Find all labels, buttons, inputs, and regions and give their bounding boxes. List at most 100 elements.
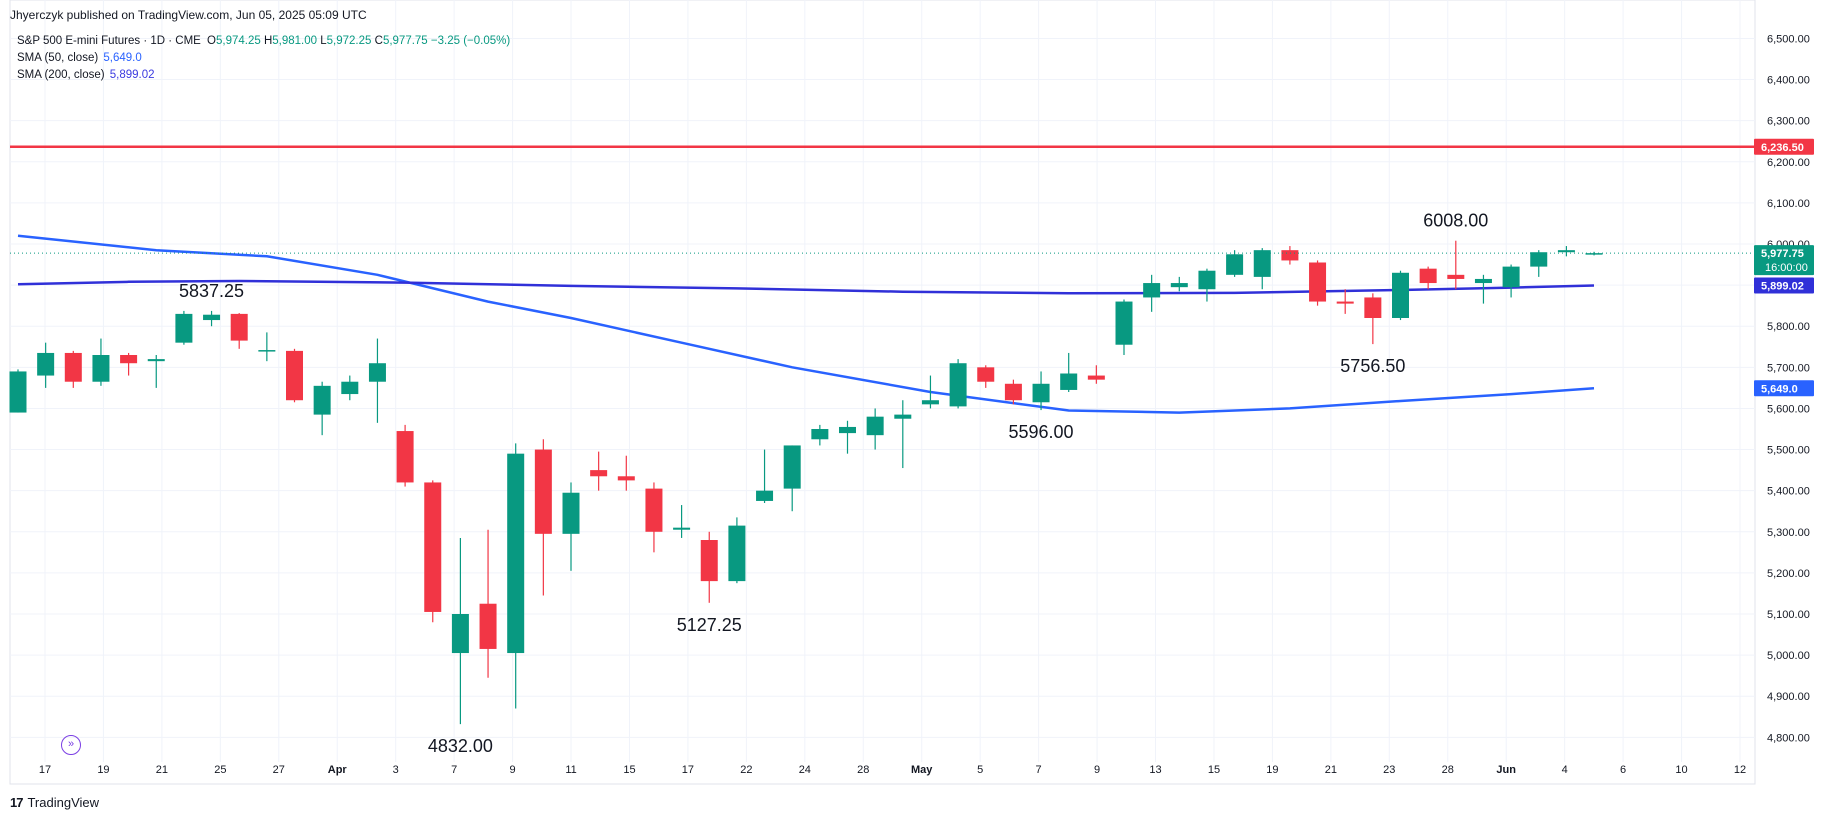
x-tick-label: 15 (1208, 764, 1220, 776)
y-tick-label: 5,000.00 (1767, 650, 1810, 662)
x-tick-label: 24 (799, 764, 811, 776)
candle-body (1253, 250, 1271, 277)
sma200-badge-bg (1754, 277, 1814, 294)
candle-body (562, 492, 580, 534)
sma200-label[interactable]: SMA (200, close) (17, 69, 105, 81)
y-tick-label: 6,100.00 (1767, 198, 1810, 210)
x-tick-label: 22 (740, 764, 752, 776)
candle-body (1336, 301, 1354, 304)
high-label: H (263, 35, 273, 47)
candle-body (728, 525, 746, 582)
candle-body (1198, 270, 1216, 290)
candle-body (700, 540, 718, 582)
x-tick-label: 9 (1094, 764, 1100, 776)
candle-body (1309, 262, 1327, 302)
x-tick-label: 10 (1675, 764, 1687, 776)
candle-body (507, 453, 525, 654)
candle-body (894, 414, 912, 419)
candle-body (1474, 278, 1492, 284)
x-tick-label: 28 (1442, 764, 1454, 776)
publish-info: Jhyerczyk published on TradingView.com, … (10, 8, 367, 22)
open-value: 5,974.25 (216, 35, 261, 47)
replay-icon[interactable]: » (61, 735, 81, 755)
x-tick-label: 7 (1036, 764, 1042, 776)
y-tick-label: 5,500.00 (1767, 445, 1810, 457)
x-tick-label: 12 (1734, 764, 1746, 776)
x-tick-label: 5 (977, 764, 983, 776)
x-tick-label: 11 (565, 764, 576, 776)
candle-body (313, 385, 331, 415)
candle-body (1032, 383, 1050, 403)
candle-body (673, 527, 691, 530)
x-tick-label: Jun (1496, 764, 1516, 776)
candle-body (1060, 373, 1078, 390)
price-annotation: 6008.00 (1423, 211, 1488, 231)
footer-brand[interactable]: 17 TradingView (10, 795, 99, 810)
y-tick-label: 4,800.00 (1767, 732, 1810, 744)
candle-body (839, 426, 856, 434)
x-tick-label: 13 (1149, 764, 1161, 776)
candle-body (866, 416, 884, 436)
candle-body (949, 363, 967, 407)
candle-body (756, 490, 774, 501)
symbol-label[interactable]: S&P 500 E-mini Futures · 1D · CME (17, 35, 201, 47)
candle-body (1447, 274, 1465, 279)
y-tick-label: 5,200.00 (1767, 568, 1810, 580)
sma200-badge: 5,899.02 (1761, 281, 1804, 293)
candle-body (92, 355, 110, 382)
resistance-badge: 6,236.50 (1761, 142, 1804, 154)
x-tick-label: 17 (682, 764, 694, 776)
x-tick-label: 17 (39, 764, 51, 776)
last-price-badge: 5,977.75 (1761, 248, 1804, 260)
y-tick-label: 5,400.00 (1767, 486, 1810, 498)
x-tick-label: 3 (393, 764, 399, 776)
candle-body (1004, 383, 1022, 401)
price-annotation: 5127.25 (677, 615, 742, 635)
sma50-badge-bg (1754, 380, 1814, 397)
candle-body (341, 381, 359, 395)
price-annotation: 5837.25 (179, 281, 244, 301)
candle-body (590, 470, 608, 477)
candle-body (451, 614, 469, 654)
price-annotation: 5756.50 (1340, 356, 1405, 376)
x-tick-label: 21 (1325, 764, 1337, 776)
candle-body (1585, 253, 1603, 255)
x-tick-label: 28 (857, 764, 869, 776)
brand-label: TradingView (27, 795, 100, 810)
close-label: C (374, 35, 383, 47)
candle-body (617, 476, 635, 481)
candle-body (424, 482, 442, 612)
sma50-line (17, 234, 1595, 414)
resistance-badge-bg (1754, 138, 1814, 155)
candle-body (1170, 283, 1188, 288)
tradingview-logo-icon: 17 (10, 795, 24, 810)
candle-body (1530, 252, 1548, 267)
sma50-label[interactable]: SMA (50, close) (17, 52, 99, 64)
low-value: 5,972.25 (326, 35, 372, 47)
x-tick-label: 15 (623, 764, 635, 776)
x-tick-label: 25 (214, 764, 226, 776)
candle-body (64, 352, 82, 382)
plot-frame (9, 0, 1756, 785)
candle-body (534, 449, 552, 534)
countdown-badge: 16:00:00 (1765, 262, 1808, 274)
candle-body (37, 352, 55, 376)
y-tick-label: 5,600.00 (1767, 403, 1810, 415)
candle-body (811, 429, 829, 440)
y-tick-label: 6,200.00 (1767, 157, 1810, 169)
candle-body (120, 355, 138, 364)
y-tick-label: 6,400.00 (1767, 75, 1810, 87)
candle-body (203, 314, 221, 321)
candle-body (258, 350, 276, 352)
candle-body (977, 367, 995, 382)
y-tick-label: 5,100.00 (1767, 609, 1810, 621)
price-annotation: 4832.00 (428, 736, 493, 756)
candle-body (1226, 254, 1244, 275)
sma50-badge: 5,649.0 (1761, 383, 1798, 395)
candle-body (230, 313, 248, 341)
x-tick-label: 19 (1266, 764, 1278, 776)
sma200-line (17, 279, 1595, 295)
x-tick-label: 23 (1383, 764, 1395, 776)
y-tick-label: 4,900.00 (1767, 691, 1810, 703)
